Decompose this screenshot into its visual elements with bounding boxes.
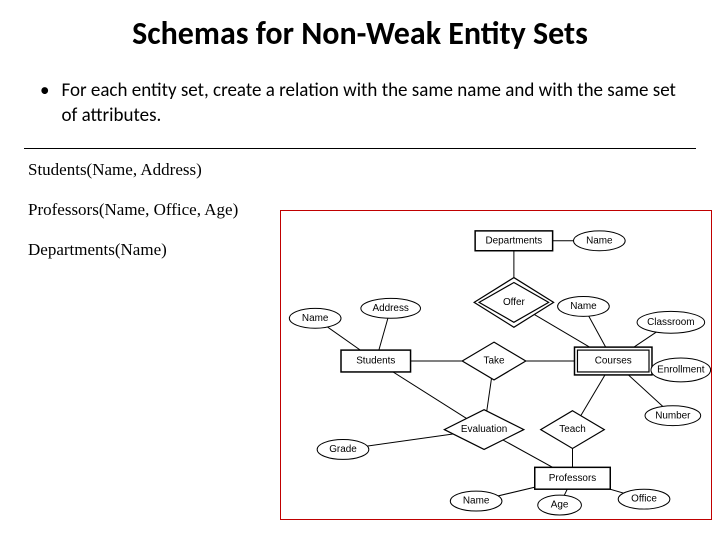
- bullet-item: • For each entity set, create a relation…: [0, 53, 720, 128]
- svg-text:Grade: Grade: [329, 444, 357, 455]
- svg-text:Enrollment: Enrollment: [657, 365, 705, 376]
- svg-text:Teach: Teach: [559, 424, 585, 435]
- svg-text:Address: Address: [372, 303, 408, 314]
- bullet-marker: •: [40, 79, 61, 104]
- svg-text:Professors: Professors: [549, 473, 596, 484]
- divider-line: [24, 148, 696, 149]
- schema-list: Students(Name, Address) Professors(Name,…: [28, 160, 238, 280]
- svg-text:Age: Age: [551, 500, 569, 511]
- svg-text:Name: Name: [463, 496, 490, 507]
- slide-title: Schemas for Non-Weak Entity Sets: [0, 0, 720, 53]
- bullet-text: For each entity set, create a relation w…: [61, 79, 680, 128]
- svg-text:Number: Number: [655, 410, 691, 421]
- svg-text:Courses: Courses: [595, 356, 632, 367]
- er-diagram: Departments Students Courses Professors Offe…: [280, 210, 712, 520]
- svg-text:Classroom: Classroom: [647, 317, 694, 328]
- svg-text:Students: Students: [356, 356, 395, 367]
- svg-text:Evaluation: Evaluation: [461, 424, 507, 435]
- svg-text:Name: Name: [586, 235, 613, 246]
- svg-text:Offer: Offer: [503, 297, 526, 308]
- svg-text:Office: Office: [631, 494, 657, 505]
- svg-text:Take: Take: [484, 356, 505, 367]
- schema-departments: Departments(Name): [28, 240, 238, 260]
- svg-text:Name: Name: [302, 313, 329, 324]
- svg-text:Departments: Departments: [485, 235, 542, 246]
- schema-professors: Professors(Name, Office, Age): [28, 200, 238, 220]
- er-svg: Departments Students Courses Professors Offe…: [281, 211, 711, 519]
- schema-students: Students(Name, Address): [28, 160, 238, 180]
- svg-text:Name: Name: [570, 301, 597, 312]
